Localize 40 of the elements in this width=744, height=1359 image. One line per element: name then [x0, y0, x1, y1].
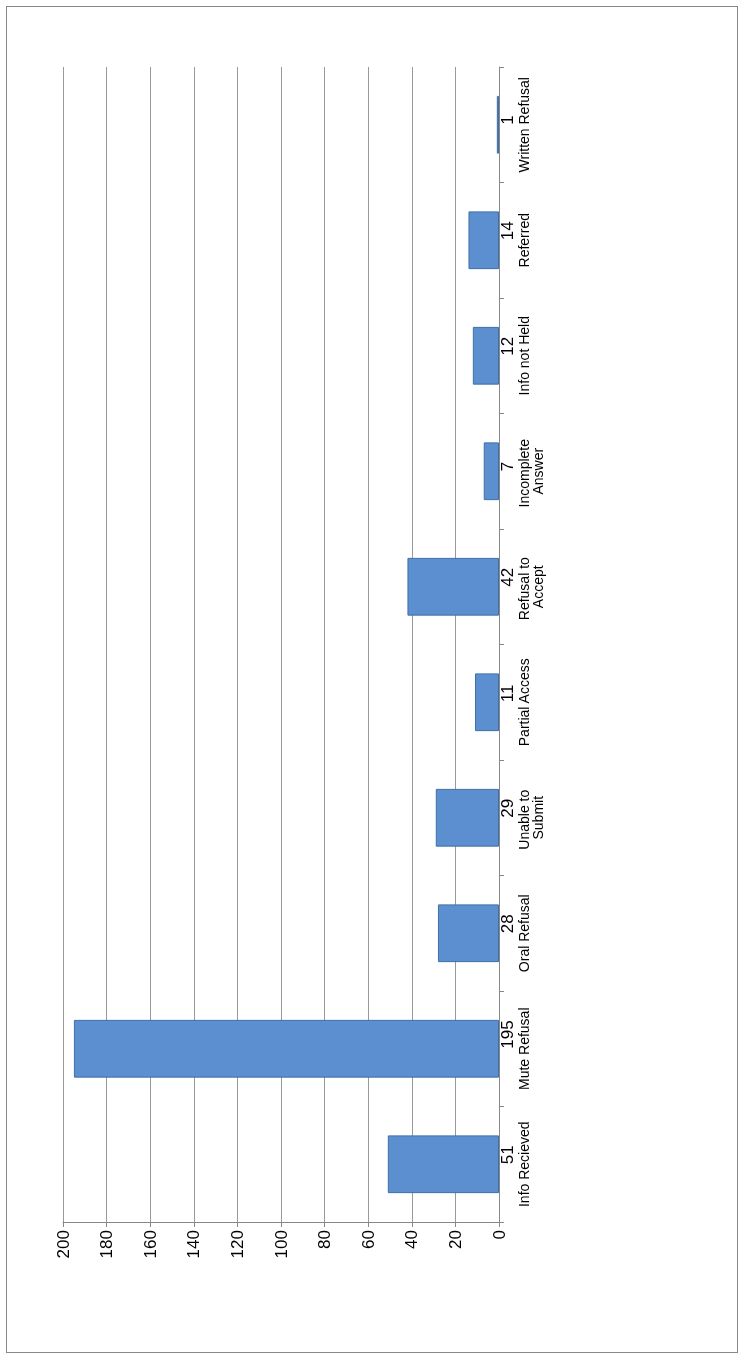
- data-label: 1: [497, 115, 517, 125]
- x-tick-label: 140: [184, 1230, 204, 1259]
- y-tick-label: Info Recieved: [516, 1121, 532, 1208]
- data-label: 14: [497, 221, 517, 241]
- data-label: 11: [497, 684, 517, 703]
- x-tick-label: 180: [97, 1230, 117, 1259]
- bar: [437, 904, 499, 963]
- bar: [483, 442, 499, 501]
- x-tick-label: 160: [140, 1230, 160, 1259]
- x-tick-label: 20: [445, 1230, 465, 1249]
- data-label: 42: [497, 567, 517, 587]
- x-tick-label: 0: [489, 1230, 509, 1240]
- bar: [407, 557, 499, 616]
- data-label: 195: [497, 1020, 517, 1049]
- y-tick-label: Incomplete Answer: [516, 435, 546, 508]
- x-tick-label: 100: [271, 1230, 291, 1259]
- y-tick-label: Unable to Submit: [516, 785, 546, 850]
- bar: [387, 1135, 499, 1194]
- x-tick-label: 200: [53, 1230, 73, 1259]
- y-tick-label: Refusal to Accept: [516, 553, 546, 621]
- y-tick-label: Oral Refusal: [516, 894, 532, 973]
- data-label: 51: [497, 1145, 517, 1165]
- data-label: 12: [497, 336, 517, 356]
- y-tick-label: Info not Held: [516, 316, 532, 396]
- bar: [472, 326, 499, 385]
- x-tick-label: 80: [315, 1230, 335, 1249]
- y-tick-label: Written Refusal: [516, 77, 532, 173]
- y-tick-label: Partial Access: [516, 658, 532, 747]
- x-tick-label: 40: [402, 1230, 422, 1249]
- data-label: 7: [497, 461, 517, 472]
- x-tick-label: 120: [227, 1230, 247, 1259]
- x-tick-label: 60: [358, 1230, 378, 1249]
- y-tick-label: Mute Refusal: [516, 1007, 532, 1090]
- y-tick-label: Referred: [516, 213, 532, 268]
- bar: [435, 788, 499, 847]
- bar: [468, 211, 499, 270]
- data-label: 29: [497, 798, 517, 818]
- bar: [73, 1019, 499, 1078]
- bar: [475, 673, 499, 732]
- data-label: 28: [497, 914, 517, 934]
